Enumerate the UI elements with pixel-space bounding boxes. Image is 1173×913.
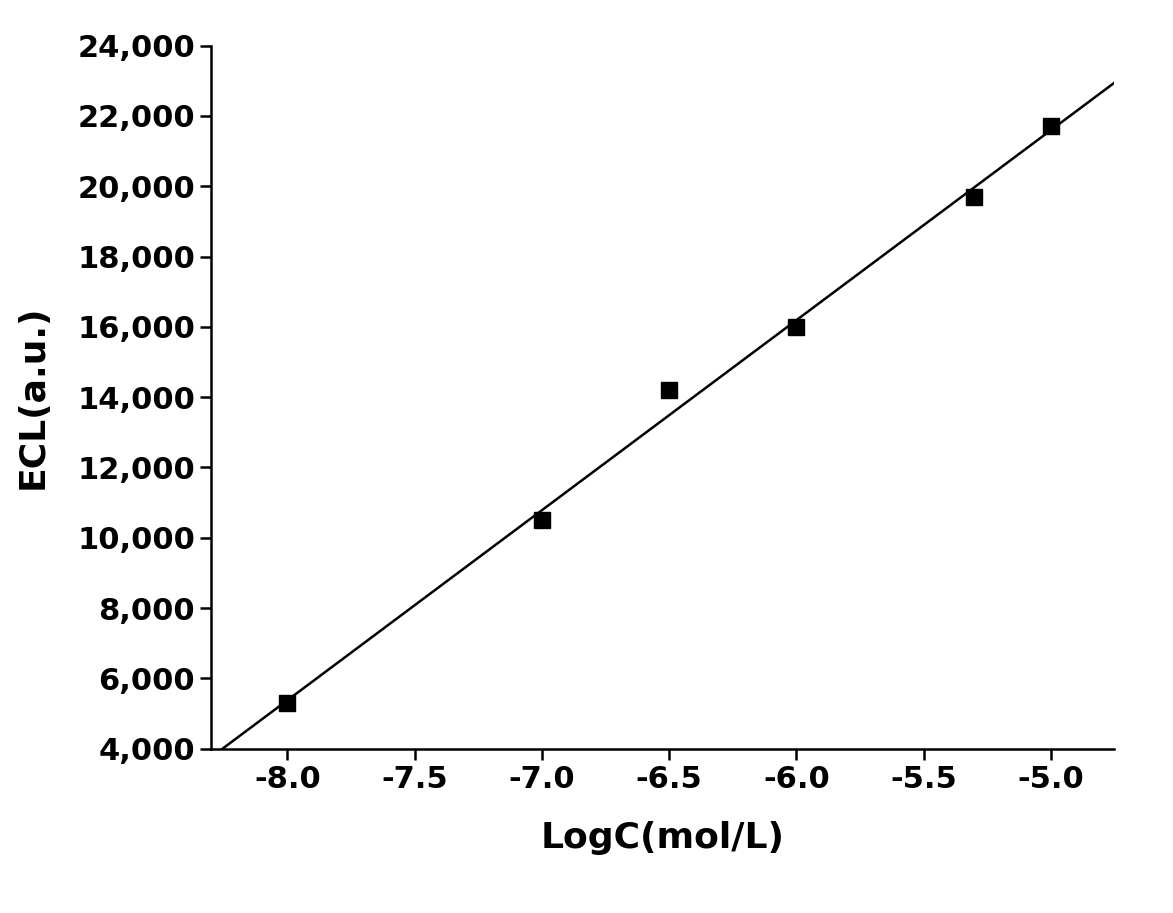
Y-axis label: ECL(a.u.): ECL(a.u.) xyxy=(15,305,49,489)
X-axis label: LogC(mol/L): LogC(mol/L) xyxy=(541,822,785,855)
